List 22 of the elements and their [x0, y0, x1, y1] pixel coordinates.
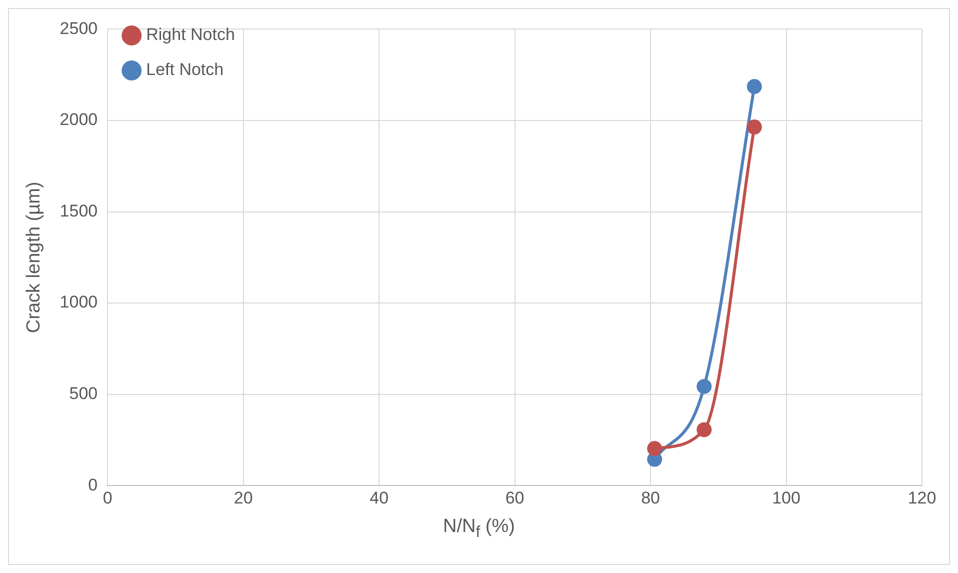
y-tick-label: 500 — [69, 384, 98, 404]
point — [746, 120, 762, 135]
x-tick-label: 80 — [641, 488, 660, 508]
x-axis-title: N/N$_{f}$ (%) — [442, 516, 516, 542]
x-tick-label: 60 — [505, 488, 524, 508]
point — [696, 422, 712, 438]
point — [696, 378, 712, 394]
x-tick-label: 20 — [234, 488, 253, 508]
y-tick-label: 1500 — [60, 201, 98, 220]
legend-label: Right Notch — [146, 25, 235, 44]
point — [647, 441, 662, 456]
x-tick-label: 0 — [102, 488, 112, 508]
legend-label: Left Notch — [146, 60, 224, 80]
y-axis-title: Crack length (µm) — [24, 182, 45, 334]
y-tick-label: 2000 — [60, 110, 98, 130]
y-tick-label: 0 — [88, 475, 98, 494]
y-tick-label: 1000 — [60, 292, 98, 312]
x-tick-label: 120 — [908, 488, 936, 508]
x-tick-label: 100 — [772, 488, 800, 508]
point — [746, 79, 762, 94]
y-tick-label: 2500 — [60, 18, 98, 38]
x-tick-label: 40 — [370, 488, 389, 508]
